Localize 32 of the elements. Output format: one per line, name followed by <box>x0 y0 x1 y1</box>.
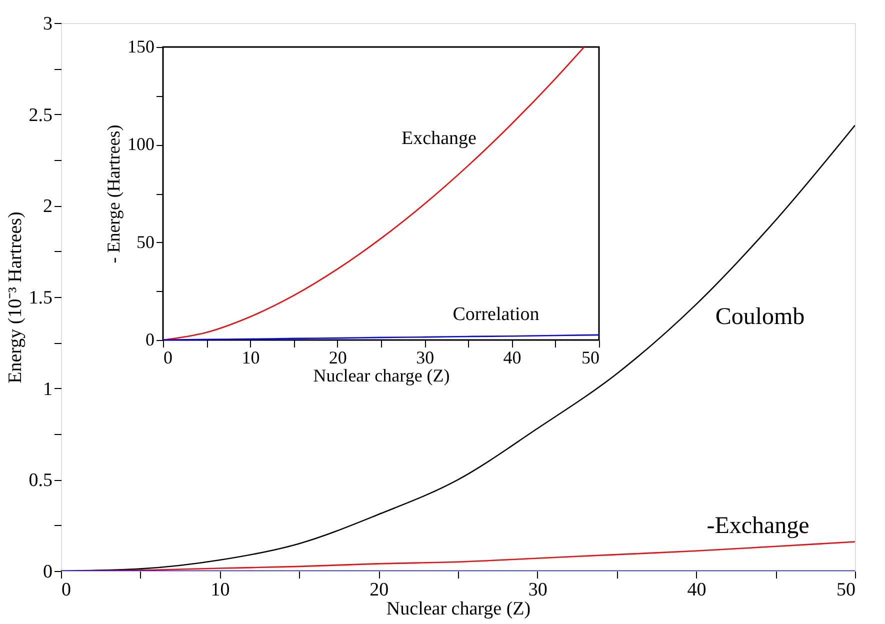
annotation: Exchange <box>402 128 476 149</box>
y-tick-label: 2.5 <box>28 104 52 126</box>
y-tick-label: 150 <box>128 36 154 56</box>
x-axis-title: Nuclear charge (Z) <box>386 598 531 620</box>
y-axis-title: Energy (10⁻³ Hartrees) <box>4 212 26 384</box>
y-tick-label: 50 <box>136 232 154 252</box>
x-tick-label: 40 <box>503 348 522 368</box>
y-tick-label: 100 <box>128 134 154 154</box>
y-axis-title: - Energe (Hartrees) <box>104 124 124 264</box>
x-tick-label: 10 <box>210 580 230 600</box>
x-tick-label: 40 <box>687 580 706 600</box>
y-tick-label: 1 <box>43 378 52 400</box>
x-tick-label: 20 <box>370 580 389 600</box>
y-tick-label: 0 <box>43 562 52 582</box>
x-tick-label: 0 <box>164 348 172 368</box>
annotation: -Exchange <box>706 513 810 539</box>
x-tick-label: 30 <box>416 348 434 368</box>
x-tick-label: 10 <box>242 348 260 368</box>
y-tick-label: 0 <box>146 330 154 350</box>
y-tick-label: 3 <box>43 14 52 34</box>
y-tick-label: 2 <box>43 196 52 218</box>
y-tick-label: 0.5 <box>28 470 52 492</box>
x-tick-label: 50 <box>582 348 600 368</box>
x-tick-label: 0 <box>62 580 71 600</box>
x-tick-label: 20 <box>328 348 347 368</box>
y-tick-label: 1.5 <box>28 288 52 308</box>
x-tick-label: 30 <box>528 580 548 600</box>
x-axis-title: Nuclear charge (Z) <box>313 366 450 386</box>
x-tick-label: 50 <box>836 580 856 600</box>
annotation: Correlation <box>452 304 540 325</box>
line-series <box>162 46 585 341</box>
annotation: Coulomb <box>715 304 805 330</box>
